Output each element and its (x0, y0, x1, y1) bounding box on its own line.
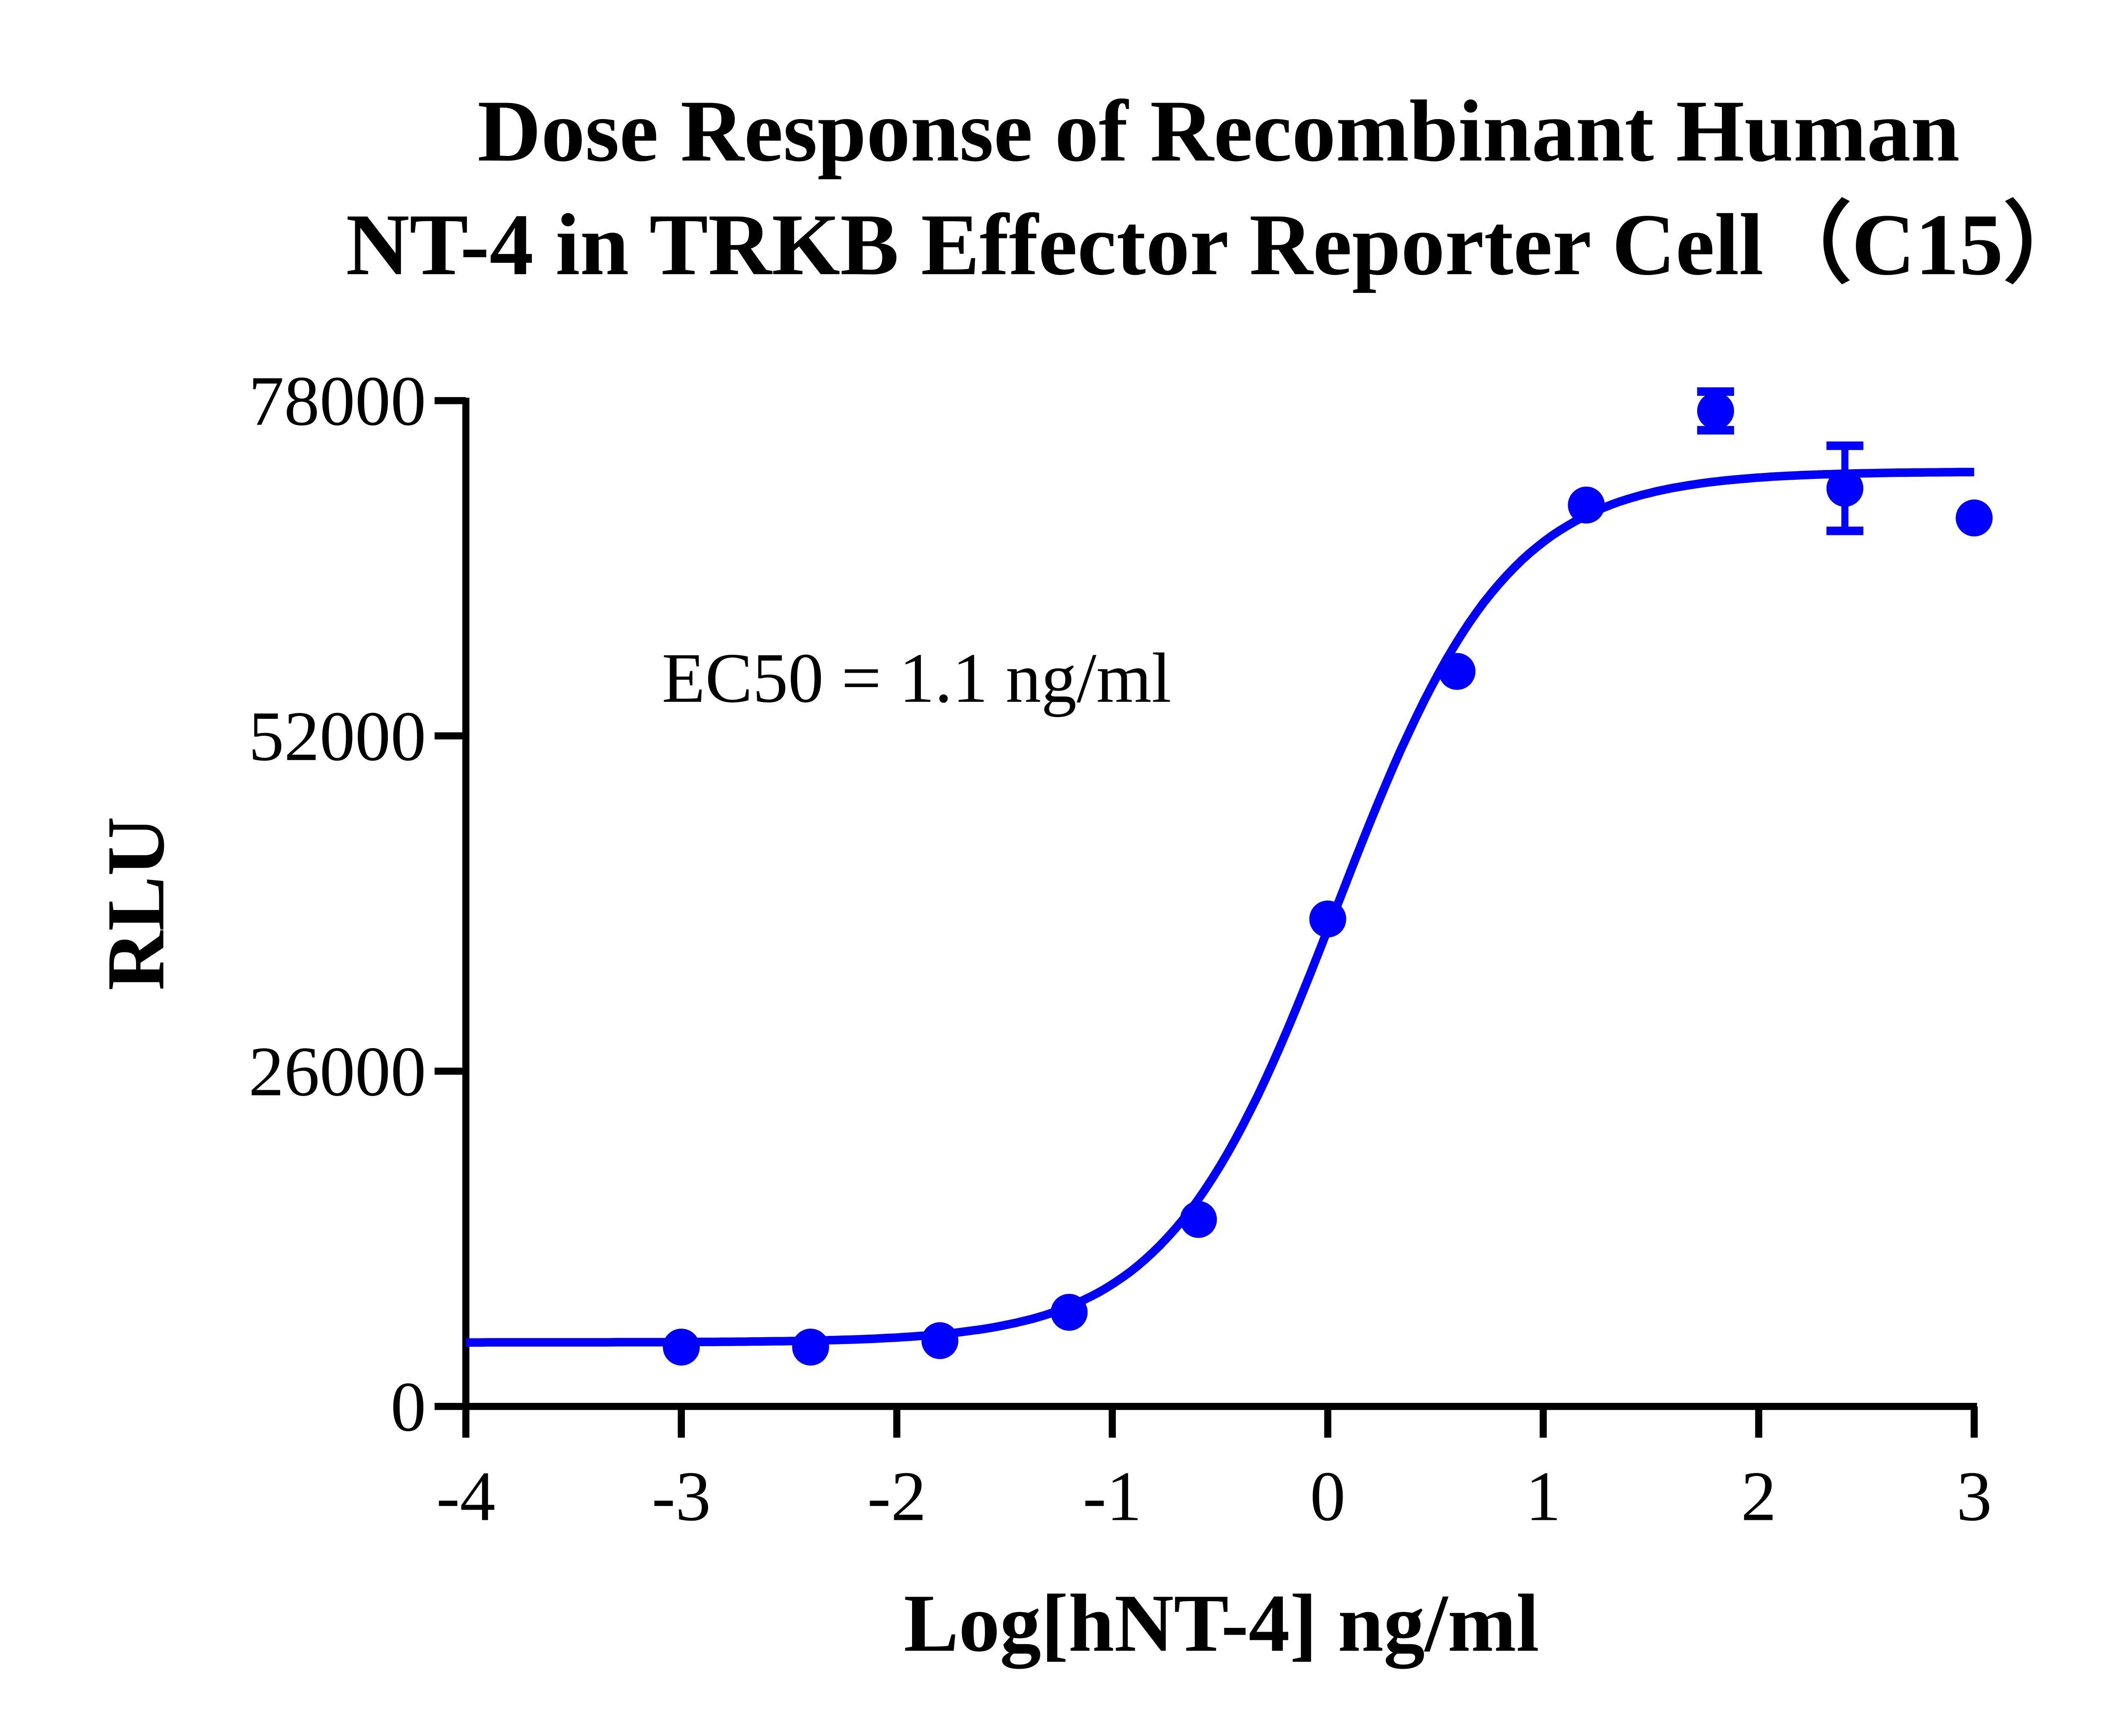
data-points (663, 387, 1993, 1366)
data-point (1438, 653, 1476, 690)
fit-curve-group (466, 467, 1974, 1347)
x-tick-label: -1 (1083, 1458, 1142, 1536)
chart-title-line-2: NT-4 in TRKB Effector Reporter Cell（C15） (346, 196, 2091, 293)
x-tick-label: 2 (1741, 1458, 1777, 1536)
data-point (1051, 1294, 1088, 1331)
y-tick-label: 26000 (249, 1032, 426, 1111)
data-point (1568, 487, 1605, 524)
data-point (1697, 392, 1734, 430)
axes: -4 -3 -2 -1 0 1 2 3 0 26000 52000 78000 (249, 362, 1992, 1536)
y-tick-label: 0 (391, 1368, 426, 1446)
data-point (792, 1328, 829, 1366)
x-tick-label: 1 (1526, 1458, 1561, 1536)
fit-curve (466, 467, 1974, 1347)
data-point (1180, 1201, 1217, 1238)
y-axis-label: RLU (90, 817, 181, 990)
x-tick-label: -4 (436, 1458, 495, 1536)
data-point (1826, 470, 1863, 507)
data-point (663, 1328, 700, 1366)
data-point (1955, 499, 1993, 537)
x-tick-label: 0 (1310, 1458, 1346, 1536)
x-tick-label: -3 (652, 1458, 711, 1536)
data-point (921, 1322, 959, 1359)
y-tick-label: 78000 (249, 362, 426, 440)
x-tick-label: 3 (1956, 1458, 1992, 1536)
y-tick-label: 52000 (249, 697, 426, 776)
chart-title-line-1: Dose Response of Recombinant Human (478, 82, 1960, 180)
x-axis-label: Log[hNT-4] ng/ml (904, 1578, 1539, 1669)
data-point (1309, 900, 1346, 938)
ec50-annotation: EC50 = 1.1 ng/ml (662, 639, 1171, 718)
x-tick-label: -2 (867, 1458, 926, 1536)
